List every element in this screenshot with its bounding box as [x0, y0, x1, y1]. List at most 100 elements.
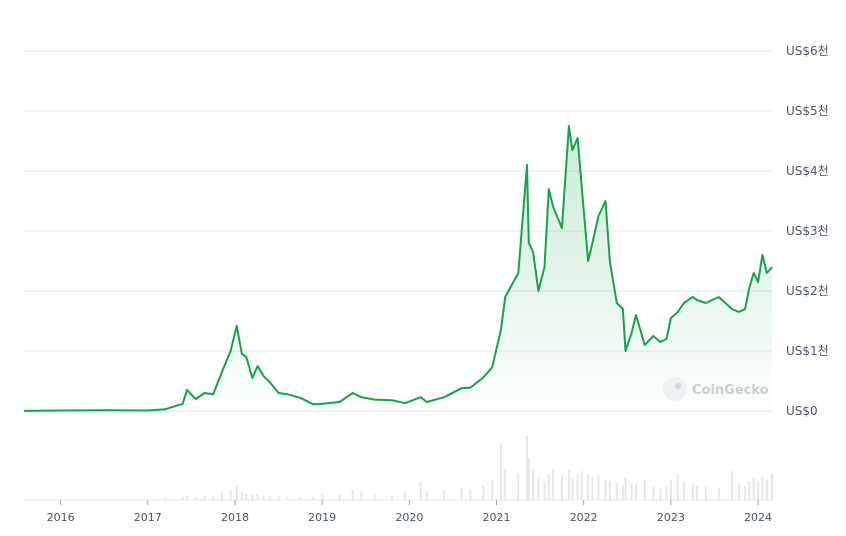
volume-bar	[576, 474, 579, 500]
volume-bar	[443, 490, 446, 500]
volume-bar	[580, 471, 583, 500]
y-tick-label: US$6천	[786, 43, 829, 58]
volume-bar	[624, 477, 627, 500]
volume-bar	[547, 474, 550, 500]
volume-bar	[235, 485, 238, 500]
volume-bar	[676, 474, 679, 500]
volume-bar	[212, 496, 215, 500]
volume-bar	[59, 499, 62, 500]
grid-lines	[24, 50, 772, 501]
watermark: CoinGecko	[663, 377, 769, 401]
y-axis-ticks: US$0 US$1천 US$2천 US$3천 US$4천 US$5천 US$6천	[786, 43, 829, 418]
y-tick-label: US$5천	[786, 103, 829, 118]
volume-bar	[527, 458, 530, 500]
volume-bar	[635, 484, 637, 500]
volume-bar	[517, 474, 520, 500]
volume-bar	[499, 443, 502, 500]
coingecko-logo-eye-icon	[675, 383, 681, 389]
x-tick-label: 2020	[395, 511, 423, 524]
coingecko-logo-icon	[663, 377, 687, 401]
volume-bar	[621, 485, 624, 500]
volume-bar	[587, 474, 590, 500]
volume-bar	[321, 493, 324, 500]
x-tick-label: 2023	[657, 511, 685, 524]
volume-bar	[245, 493, 248, 500]
x-tick-label: 2016	[47, 511, 75, 524]
volume-bar	[744, 485, 746, 500]
x-tick-label: 2017	[134, 511, 162, 524]
volume-bar	[460, 487, 463, 500]
x-tick-label: 2022	[570, 511, 598, 524]
volume-bar	[696, 485, 698, 500]
volume-bar	[752, 477, 755, 500]
volume-bar	[526, 436, 528, 500]
volume-bar	[748, 481, 751, 500]
volume-bar	[277, 495, 280, 500]
volume-bar	[373, 493, 376, 500]
price-area-fill	[24, 126, 772, 411]
volume-bar	[571, 477, 574, 500]
volume-bar	[597, 475, 600, 500]
volume-bar	[567, 469, 570, 500]
volume-bar	[691, 484, 694, 500]
volume-bar	[268, 495, 271, 500]
volume-bar	[164, 497, 167, 500]
price-line	[23, 125, 773, 412]
volume-bar	[630, 483, 633, 500]
x-axis-ticks: 2016 2017 2018 2019 2020 2021 2022 2023 2024	[47, 500, 772, 524]
volume-bar	[591, 477, 594, 500]
volume-bar	[543, 481, 546, 500]
volume-bar	[220, 492, 223, 500]
volume-bar	[643, 479, 646, 500]
volume-bar	[240, 491, 243, 500]
volume-bar	[360, 491, 363, 500]
volume-bar	[103, 499, 106, 500]
volume-bar	[419, 481, 422, 500]
x-tick-label: 2018	[221, 511, 249, 524]
volume-bar	[312, 496, 315, 500]
volume-bar	[682, 481, 685, 500]
x-tick-label: 2019	[308, 511, 336, 524]
volume-bar	[23, 500, 25, 501]
volume-bar	[351, 489, 354, 500]
volume-bar	[765, 479, 768, 500]
volume-bar	[181, 496, 184, 500]
volume-bar	[652, 486, 655, 500]
volume-bar	[390, 494, 393, 500]
y-tick-label: US$4천	[786, 163, 829, 178]
x-tick-label: 2024	[744, 511, 772, 524]
y-tick-label: US$3천	[786, 223, 829, 238]
volume-bar	[425, 489, 428, 500]
volume-bar	[404, 491, 406, 500]
volume-bar	[704, 485, 707, 500]
volume-bar	[665, 485, 668, 500]
volume-bar	[608, 481, 611, 500]
volume-bar	[256, 493, 259, 500]
volume-bar	[537, 477, 540, 500]
volume-bar	[730, 471, 733, 500]
volume-bar	[504, 469, 507, 500]
volume-bar	[469, 489, 472, 500]
volume-bar	[338, 494, 341, 500]
volume-bar	[717, 487, 720, 500]
volume-bar	[761, 477, 764, 500]
y-tick-label: US$0	[786, 404, 818, 418]
volume-bar	[552, 469, 555, 500]
volume-bar	[299, 496, 302, 500]
volume-bar	[771, 473, 773, 500]
volume-bar	[737, 483, 740, 500]
volume-bar	[203, 495, 206, 500]
volume-bar	[194, 496, 197, 500]
x-tick-label: 2021	[483, 511, 511, 524]
volume-bar	[615, 483, 618, 500]
volume-bar	[262, 494, 265, 500]
volume-bar	[482, 485, 485, 500]
volume-bar	[491, 479, 494, 500]
volume-bar	[146, 499, 149, 500]
price-series-line	[23, 125, 773, 412]
volume-bar	[532, 469, 535, 500]
y-tick-label: US$1천	[786, 343, 829, 358]
volume-bar	[229, 489, 232, 500]
